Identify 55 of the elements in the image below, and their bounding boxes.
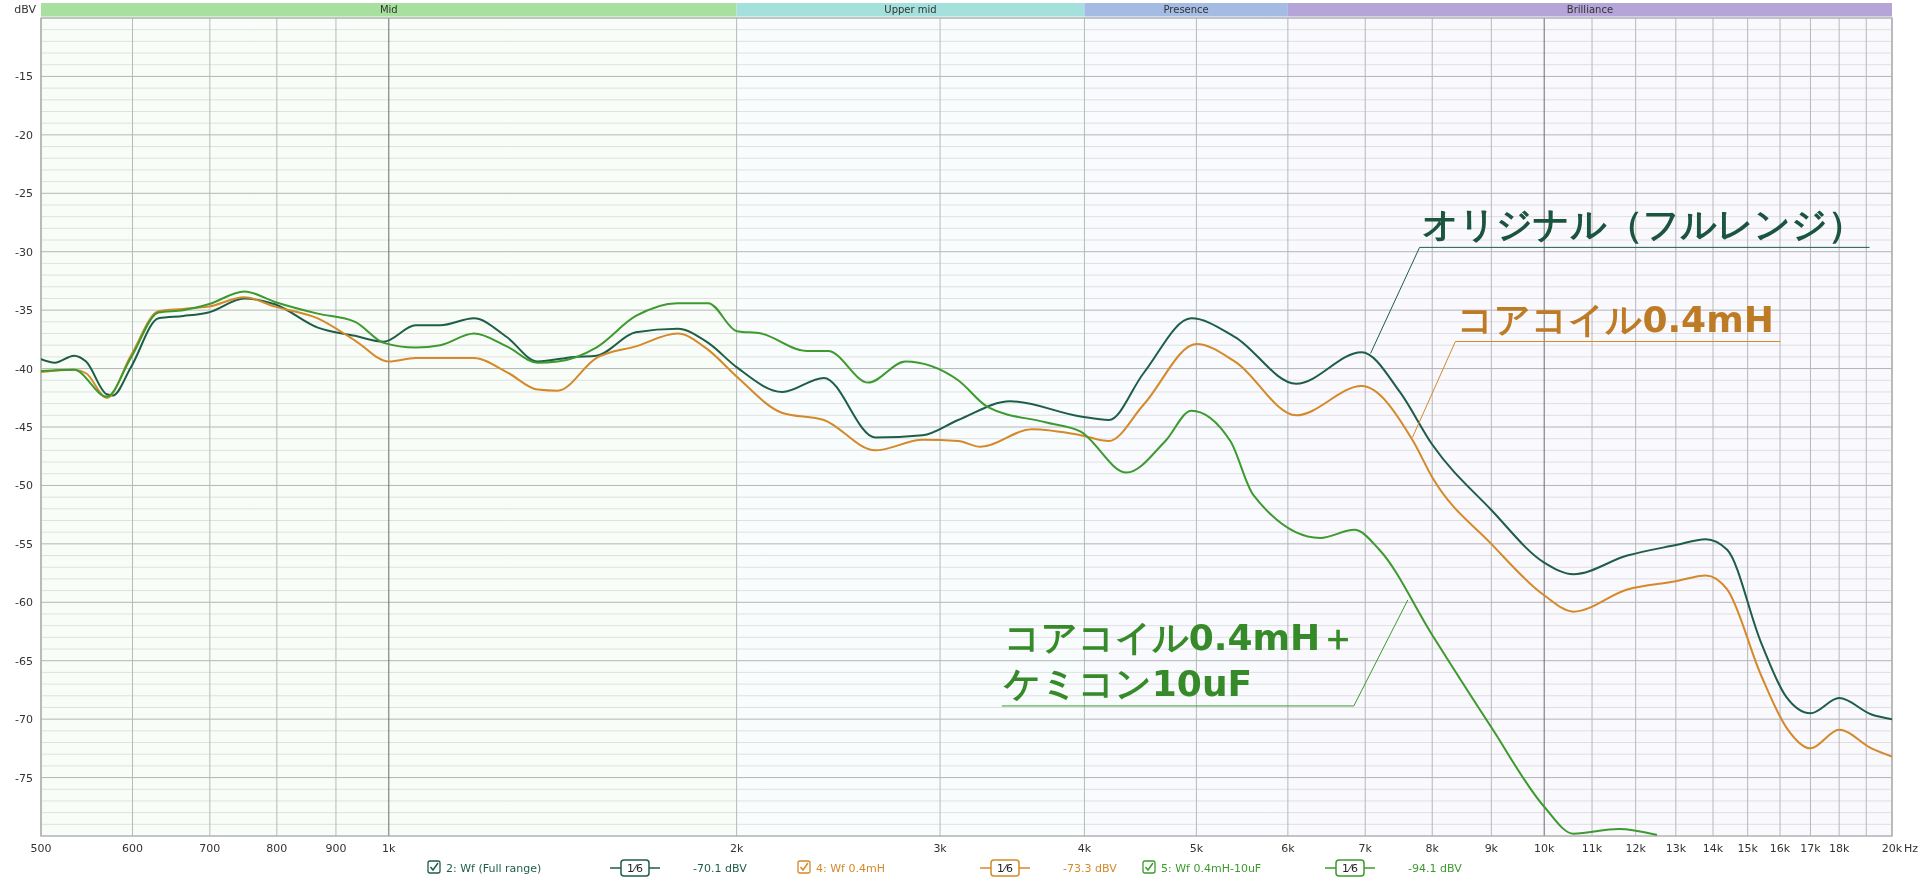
y-tick-label: -30: [15, 245, 33, 259]
x-tick-label: 7k: [1358, 842, 1373, 855]
x-tick-label: 11k: [1581, 842, 1603, 855]
legend-label: 5: Wf 0.4mH-10uF: [1161, 862, 1262, 875]
x-tick-label: 800: [266, 842, 288, 855]
y-tick-label: -20: [15, 128, 33, 142]
x-tick-label: 15k: [1737, 842, 1759, 855]
y-tick-label: -60: [15, 596, 33, 610]
x-tick-label: 6k: [1281, 842, 1296, 855]
x-tick-label: 8k: [1425, 842, 1440, 855]
x-tick-label: 17k: [1800, 842, 1822, 855]
y-tick-label: -50: [15, 479, 33, 493]
text: 1⁄6: [997, 862, 1013, 875]
text: 1⁄6: [627, 862, 643, 875]
annotation: コアコイル0.4mH: [1457, 298, 1774, 340]
x-tick-label: 700: [199, 842, 221, 855]
y-tick-label: -65: [15, 654, 33, 668]
x-tick-label: 4k: [1077, 842, 1092, 855]
x-tick-label: 13k: [1665, 842, 1687, 855]
y-tick-label: -55: [15, 537, 33, 551]
text: 1⁄6: [1342, 862, 1358, 875]
x-tick-label: 5k: [1189, 842, 1204, 855]
y-tick-label: -35: [15, 304, 33, 318]
x-tick-label: 10k: [1534, 842, 1555, 855]
y-axis-title: dBV: [14, 3, 37, 16]
y-tick-label: -25: [15, 187, 33, 201]
band-label: Brilliance: [1566, 4, 1614, 15]
text: -94.1 dBV: [1408, 862, 1463, 875]
annotation: コアコイル0.4mH＋ケミコン10uF: [1002, 616, 1357, 704]
x-axis-title: Hz: [1904, 842, 1919, 855]
y-tick-label: -45: [15, 421, 33, 434]
text: -70.1 dBV: [693, 862, 748, 875]
legend-label: 4: Wf 0.4mH: [816, 862, 885, 875]
y-tick-label: -70: [15, 713, 33, 727]
annotation: オリジナル（フルレンジ）: [1421, 204, 1864, 246]
x-tick-label: 9k: [1484, 842, 1499, 855]
text: -73.3 dBV: [1063, 862, 1118, 875]
x-tick-label: 900: [325, 842, 347, 855]
band-label: Presence: [1163, 4, 1209, 15]
x-tick-label: 20k: [1881, 842, 1903, 855]
x-tick-label: 500: [30, 842, 52, 855]
x-tick-label: 18k: [1828, 842, 1850, 855]
legend-label: 2: Wf (Full range): [446, 862, 542, 875]
y-tick-label: -40: [15, 362, 33, 376]
band-label: Upper mid: [884, 4, 937, 15]
x-tick-label: 600: [121, 842, 143, 855]
x-tick-label: 14k: [1702, 842, 1724, 855]
x-tick-label: 2k: [729, 842, 744, 855]
x-tick-label: 1k: [382, 842, 397, 855]
x-tick-label: 16k: [1769, 842, 1791, 855]
x-tick-label: 12k: [1625, 842, 1647, 855]
band-label: Mid: [379, 4, 398, 15]
x-tick-label: 3k: [933, 842, 948, 855]
y-tick-label: -15: [15, 70, 33, 84]
y-tick-label: -75: [15, 771, 33, 785]
